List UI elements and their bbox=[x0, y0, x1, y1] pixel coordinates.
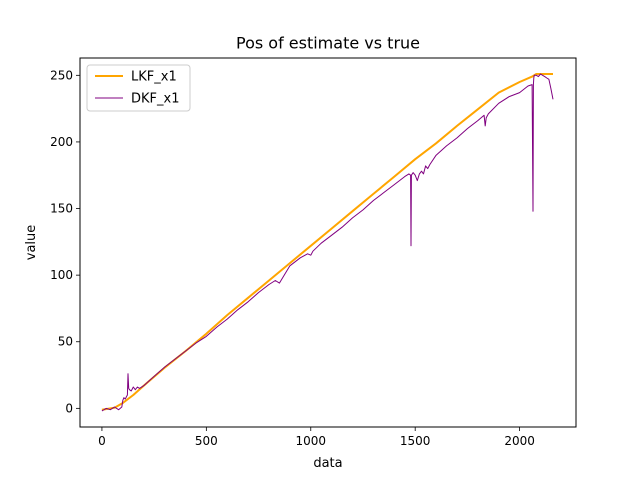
x-tick-label: 2000 bbox=[504, 434, 535, 448]
x-tick-label: 1000 bbox=[295, 434, 326, 448]
legend-label-dkf: DKF_x1 bbox=[131, 92, 179, 107]
y-tick-label: 200 bbox=[50, 135, 73, 149]
y-tick-label: 150 bbox=[50, 202, 73, 216]
chart-title: Pos of estimate vs true bbox=[236, 34, 420, 53]
y-axis-ticks: 0 50 100 150 200 250 bbox=[50, 68, 80, 415]
x-tick-label: 1500 bbox=[400, 434, 431, 448]
x-axis-ticks: 0 500 1000 1500 2000 bbox=[98, 427, 535, 448]
x-tick-label: 0 bbox=[98, 434, 106, 448]
legend-label-lkf: LKF_x1 bbox=[131, 70, 177, 85]
x-tick-label: 500 bbox=[195, 434, 218, 448]
y-tick-label: 100 bbox=[50, 268, 73, 282]
series-line-dkf-x1 bbox=[101, 73, 554, 412]
plot-frame bbox=[79, 57, 577, 428]
plot-area bbox=[101, 73, 554, 412]
y-axis-label: value bbox=[24, 225, 39, 261]
y-tick-label: 0 bbox=[65, 401, 73, 415]
y-tick-label: 50 bbox=[58, 335, 73, 349]
legend: LKF_x1 DKF_x1 bbox=[86, 64, 191, 112]
x-axis-label: data bbox=[313, 456, 342, 471]
y-tick-label: 250 bbox=[50, 68, 73, 82]
